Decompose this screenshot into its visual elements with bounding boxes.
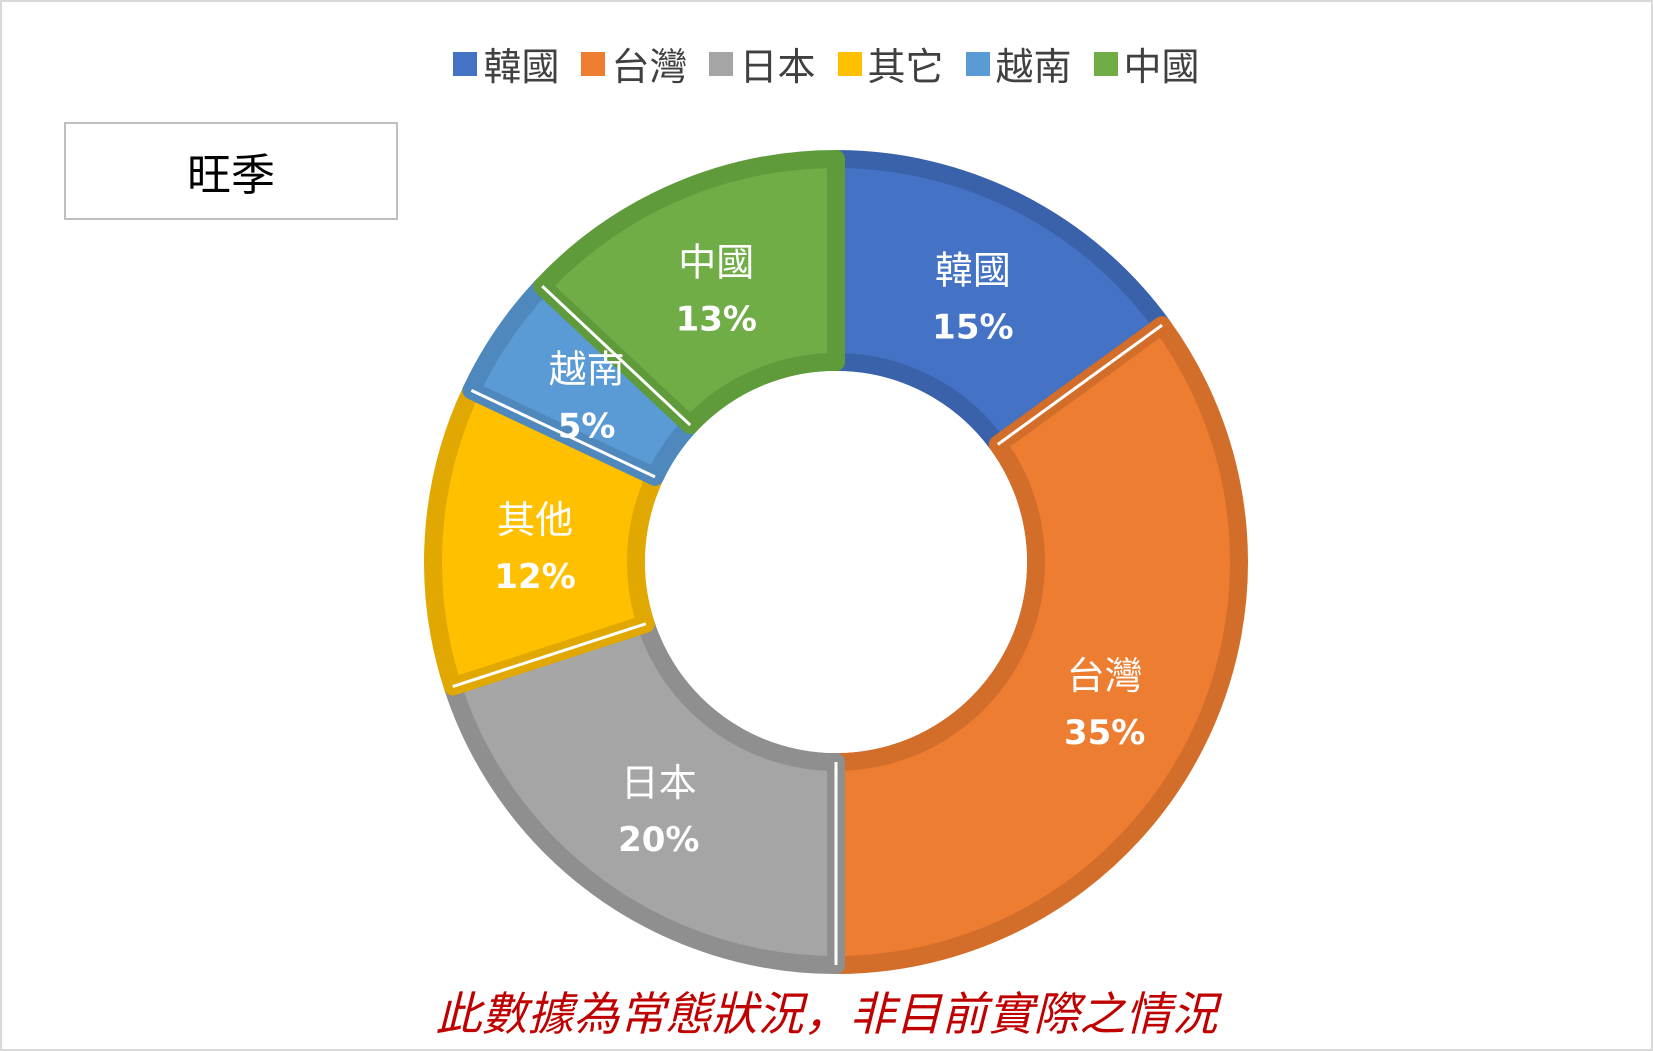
slice-label-name-vietnam: 越南	[549, 348, 625, 392]
donut-slices	[424, 150, 1248, 974]
slice-label-name-other: 其他	[497, 498, 573, 542]
slice-divider	[470, 389, 656, 479]
slice-label-percent-vietnam: 5%	[558, 407, 616, 447]
legend-label-other: 其它	[867, 45, 944, 89]
disclaimer-footnote: 此數據為常態狀況，非目前實際之情況	[435, 987, 1218, 1041]
donut-data-labels: 韓國 15% 台灣 35% 日本 20% 其他 12% 越南 5% 中國 13%	[494, 240, 1145, 860]
legend-swatch-korea	[453, 51, 478, 76]
legend-label-korea: 韓國	[483, 45, 560, 89]
slice-label-name-japan: 日本	[621, 761, 697, 805]
donut-slice-korea[interactable]	[827, 150, 1172, 454]
legend-swatch-taiwan	[581, 51, 606, 76]
donut-hole	[645, 371, 1027, 753]
slice-label-percent-japan: 20%	[618, 820, 699, 860]
legend-label-japan: 日本	[739, 45, 816, 89]
donut-slice-other[interactable]	[424, 381, 665, 696]
legend-item-other[interactable]: 其它	[837, 36, 944, 91]
legend-swatch-other	[837, 51, 862, 76]
slice-label-name-korea: 韓國	[935, 248, 1011, 292]
slice-label-name-taiwan: 台灣	[1067, 654, 1143, 698]
legend-item-china[interactable]: 中國	[1093, 36, 1200, 91]
season-label: 旺季	[187, 150, 275, 201]
legend-label-china: 中國	[1123, 45, 1200, 89]
slice-label-percent-other: 12%	[494, 557, 575, 597]
legend-item-taiwan[interactable]: 台灣	[581, 36, 687, 91]
slice-label-percent-korea: 15%	[932, 307, 1013, 347]
legend-item-japan[interactable]: 日本	[709, 36, 816, 91]
slice-divider	[452, 622, 647, 688]
legend-swatch-vietnam	[965, 51, 990, 76]
slice-divider	[996, 323, 1163, 446]
slice-divider	[541, 285, 692, 427]
legend-swatch-japan	[709, 51, 734, 76]
chart-legend: 韓國 台灣 日本 其它 越南 中國	[0, 36, 1653, 91]
legend-label-taiwan: 台灣	[611, 45, 688, 89]
season-label-box: 旺季	[64, 122, 398, 220]
legend-swatch-china	[1093, 51, 1118, 76]
legend-item-korea[interactable]: 韓國	[453, 36, 559, 91]
legend-item-vietnam[interactable]: 越南	[965, 36, 1072, 91]
legend-label-vietnam: 越南	[995, 45, 1072, 89]
donut-slice-japan[interactable]	[443, 614, 845, 974]
donut-slice-china[interactable]	[533, 150, 845, 435]
slice-label-name-china: 中國	[678, 240, 754, 284]
slice-label-percent-china: 13%	[676, 299, 757, 339]
donut-slice-taiwan[interactable]	[827, 316, 1248, 974]
slice-label-percent-taiwan: 35%	[1064, 713, 1145, 753]
